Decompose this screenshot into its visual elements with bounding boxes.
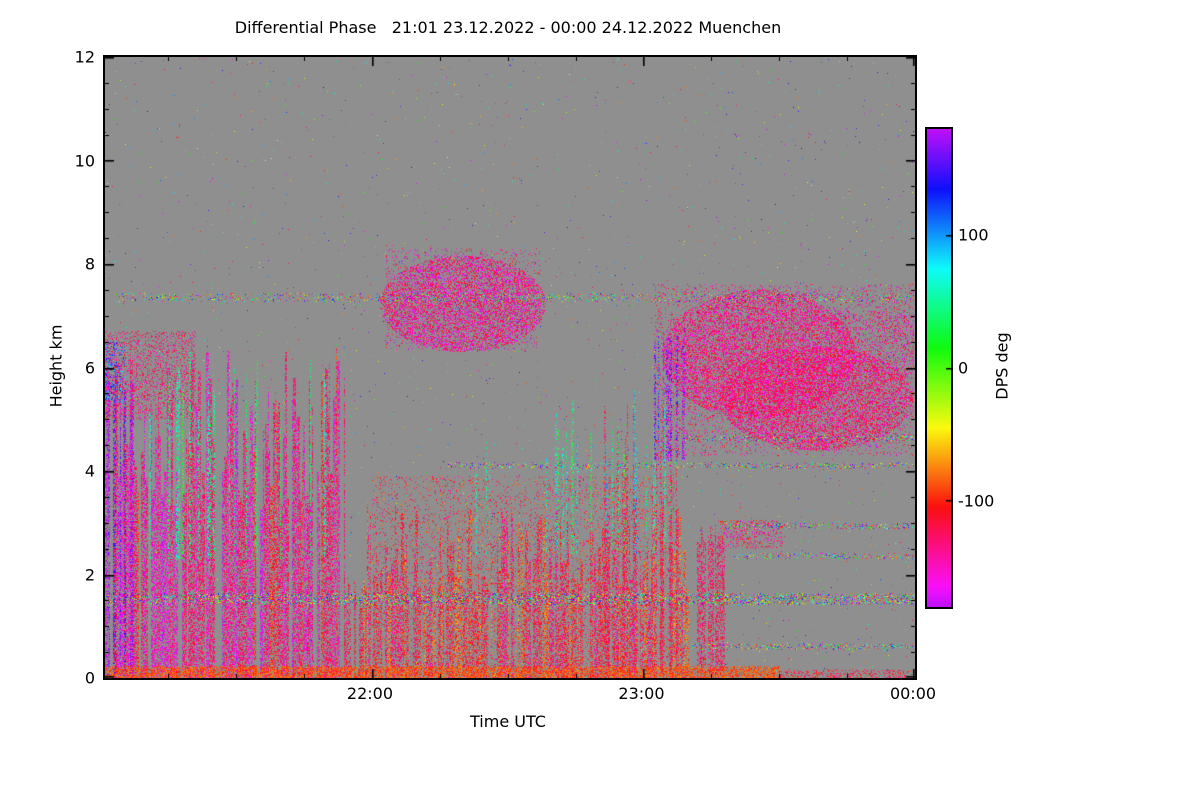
- colorbar-tick-labels: 100 0 -100: [958, 129, 1018, 607]
- heatmap-canvas: [105, 57, 915, 678]
- colorbar-label: DPS deg: [992, 332, 1012, 400]
- chart-title: Differential Phase 21:01 23.12.2022 - 00…: [234, 18, 782, 37]
- colorbar-canvas: [927, 129, 951, 607]
- y-tick-label: 2: [84, 565, 95, 584]
- x-tick-label: 23:00: [618, 684, 665, 703]
- plot-area: [103, 55, 917, 680]
- x-axis-tick-labels: 22:00 23:00 00:00: [103, 684, 936, 706]
- y-axis-tick-labels: 0 2 4 6 8 10 12: [40, 48, 95, 688]
- y-tick-label: 6: [84, 358, 95, 377]
- x-tick-label: 00:00: [889, 684, 937, 703]
- y-tick-label: 0: [84, 668, 95, 688]
- colorbar-tick-label: -100: [958, 491, 995, 511]
- colorbar-tick-label: 0: [958, 358, 969, 378]
- y-tick-label: 4: [84, 461, 95, 481]
- colorbar-tick-label: 100: [958, 225, 989, 245]
- colorbar: [925, 127, 953, 609]
- y-tick-label: 10: [74, 151, 95, 170]
- x-axis-label: Time UTC: [470, 712, 546, 731]
- y-tick-label: 12: [74, 47, 95, 67]
- y-tick-label: 8: [84, 254, 95, 274]
- x-tick-label: 22:00: [346, 684, 394, 703]
